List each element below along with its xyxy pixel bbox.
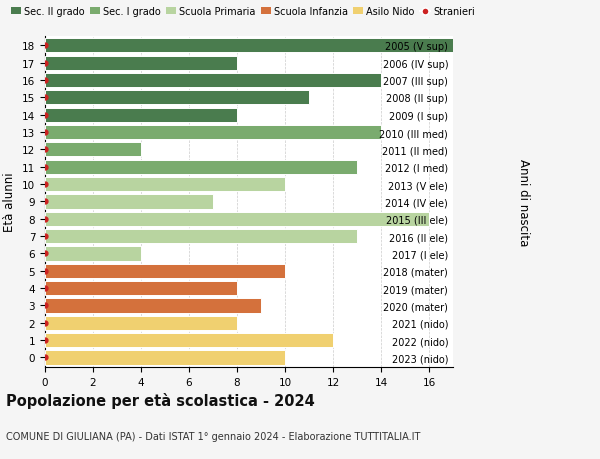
Legend: Sec. II grado, Sec. I grado, Scuola Primaria, Scuola Infanzia, Asilo Nido, Stran: Sec. II grado, Sec. I grado, Scuola Prim… — [11, 7, 475, 17]
Bar — [45, 143, 141, 157]
Bar — [45, 160, 357, 174]
Bar — [45, 351, 285, 365]
Bar — [45, 56, 237, 71]
Bar — [45, 264, 285, 278]
Bar — [45, 108, 237, 123]
Y-axis label: Anni di nascita: Anni di nascita — [517, 158, 530, 246]
Bar — [45, 39, 453, 53]
Bar — [45, 333, 333, 347]
Bar — [45, 74, 381, 88]
Bar — [45, 91, 309, 105]
Bar — [45, 281, 237, 296]
Bar — [45, 316, 237, 330]
Text: COMUNE DI GIULIANA (PA) - Dati ISTAT 1° gennaio 2024 - Elaborazione TUTTITALIA.I: COMUNE DI GIULIANA (PA) - Dati ISTAT 1° … — [6, 431, 421, 442]
Bar — [45, 195, 213, 209]
Bar — [45, 299, 261, 313]
Bar — [45, 126, 381, 140]
Text: Popolazione per età scolastica - 2024: Popolazione per età scolastica - 2024 — [6, 392, 315, 409]
Bar — [45, 178, 285, 192]
Bar — [45, 212, 429, 226]
Bar — [45, 230, 357, 244]
Y-axis label: Età alunni: Età alunni — [4, 172, 16, 232]
Bar — [45, 247, 141, 261]
